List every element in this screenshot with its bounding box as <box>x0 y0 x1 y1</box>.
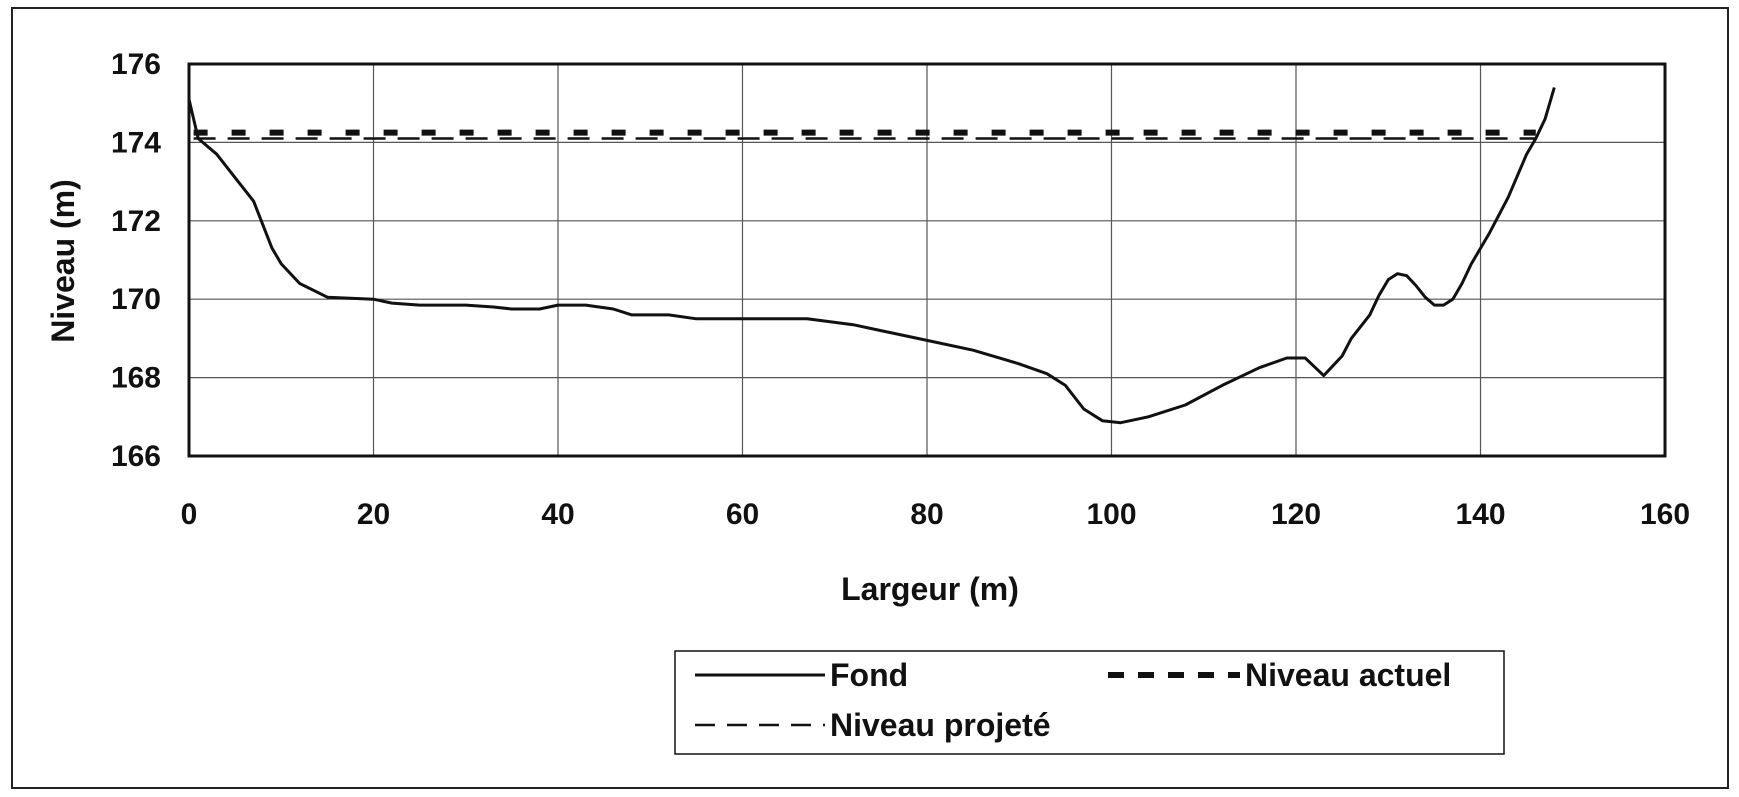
y-tick-label: 168 <box>111 362 161 395</box>
series-line-fond <box>187 87 1556 425</box>
plot-area-frame <box>187 62 1667 458</box>
x-axis-label: Largeur (m) <box>841 571 1019 607</box>
y-tick-label: 174 <box>111 126 161 159</box>
x-tick-label: 40 <box>541 498 574 531</box>
x-tick-label: 120 <box>1271 498 1321 531</box>
y-tick-label: 176 <box>111 48 161 81</box>
legend: Fond Niveau actuel Niveau projeté <box>674 650 1505 755</box>
x-tick-label: 60 <box>726 498 759 531</box>
x-tick-label: 160 <box>1640 498 1690 531</box>
x-tick-label: 0 <box>181 498 198 531</box>
tick-labels: 0 20 40 60 80 100 120 140 160 166 168 170 172 174 176 <box>111 48 1690 531</box>
y-tick-label: 166 <box>111 440 161 473</box>
legend-box <box>674 650 1505 755</box>
legend-label-fond: Fond <box>830 657 908 693</box>
y-tick-label: 172 <box>111 205 161 238</box>
legend-label-niveau-projete: Niveau projeté <box>830 707 1051 743</box>
series-group <box>187 87 1556 425</box>
x-tick-label: 20 <box>357 498 390 531</box>
x-tick-label: 80 <box>910 498 943 531</box>
y-tick-label: 170 <box>111 283 161 316</box>
y-axis-label: Niveau (m) <box>45 179 81 343</box>
x-tick-label: 100 <box>1086 498 1136 531</box>
legend-label-niveau-actuel: Niveau actuel <box>1245 657 1451 693</box>
x-tick-label: 140 <box>1455 498 1505 531</box>
